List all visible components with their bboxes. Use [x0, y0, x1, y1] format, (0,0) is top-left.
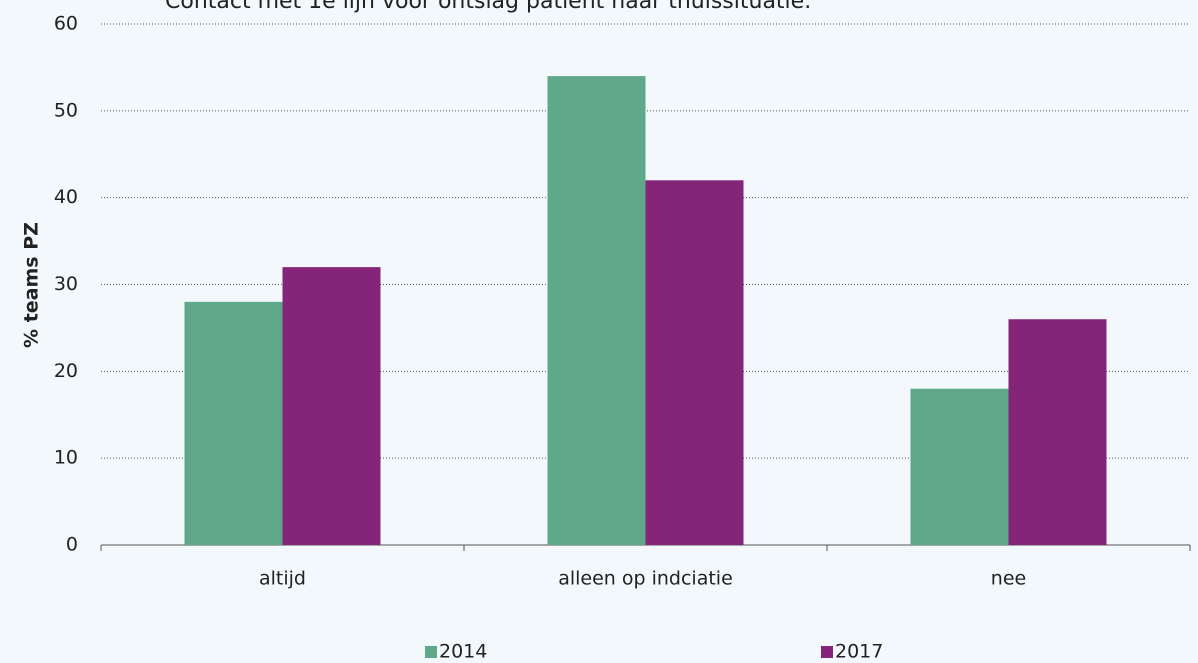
chart-title: Contact met 1e lijn voor ontslag patiënt…: [165, 0, 811, 14]
y-tick-label: 10: [54, 447, 78, 469]
y-tick-label: 40: [54, 186, 78, 208]
legend-swatch: [821, 646, 833, 658]
x-tick-label: nee: [991, 568, 1026, 590]
x-tick-label: alleen op indciatie: [558, 568, 733, 590]
legend-swatch: [425, 646, 437, 658]
bar: [1008, 319, 1107, 545]
bar: [645, 180, 744, 546]
legend-label: 2014: [439, 641, 487, 663]
x-tick-label: altijd: [259, 568, 306, 590]
y-tick-label: 60: [54, 13, 78, 35]
y-tick-label: 20: [54, 360, 78, 382]
y-tick-label: 0: [66, 534, 78, 556]
y-tick-label: 50: [54, 99, 78, 121]
bar: [282, 267, 381, 545]
bar: [547, 76, 646, 545]
y-tick-label: 30: [54, 273, 78, 295]
y-axis-label: % teams PZ: [21, 222, 43, 348]
bar: [184, 301, 283, 545]
bar: [910, 388, 1009, 545]
legend-label: 2017: [835, 641, 883, 663]
